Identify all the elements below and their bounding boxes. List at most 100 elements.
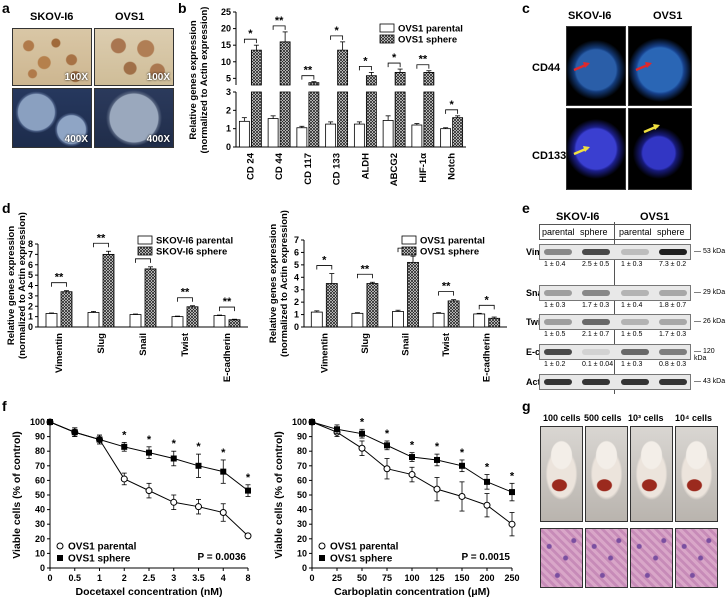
y-tick-label: 30 — [297, 519, 307, 529]
significance-label: ** — [275, 15, 284, 27]
significance-label: * — [221, 447, 226, 459]
y-tick-label: 6 — [294, 247, 299, 257]
legend-label: OVS1 sphere — [398, 35, 457, 46]
x-tick-label: 100 — [404, 573, 419, 583]
significance-label: * — [485, 294, 490, 306]
significance-bracket — [301, 75, 315, 80]
blot-strip — [539, 314, 691, 330]
bar-lower-segment — [365, 91, 377, 148]
panel-a-label-skov: SKOV-I6 — [30, 11, 74, 23]
y-tick-label: 7 — [294, 235, 299, 245]
data-point-filled — [220, 468, 227, 475]
x-tick-label: 2.5 — [143, 573, 156, 583]
data-point-open — [170, 498, 178, 506]
x-tick-label: 4 — [221, 573, 226, 583]
y-tick-label: 90 — [35, 432, 45, 442]
ovs1-cd44-fluorescence — [628, 26, 692, 106]
legend-marker-filled — [57, 555, 63, 561]
quantification-value: 1.7 ± 0.3 — [659, 331, 687, 338]
quantification-value: 1.8 ± 0.7 — [659, 302, 687, 309]
y-tick-label: 2 — [28, 301, 33, 311]
bar — [213, 315, 226, 328]
significance-label: ** — [304, 65, 313, 77]
data-point-open — [120, 475, 128, 483]
data-point-open — [383, 465, 391, 473]
cell-count-label: 100 cells — [543, 413, 581, 423]
data-point-open — [195, 503, 202, 511]
bar-upper-segment — [308, 82, 320, 86]
y-tick-label: 4 — [28, 281, 33, 291]
bar — [186, 306, 199, 328]
x-tick-label: Notch — [447, 153, 458, 180]
x-tick-label: Slug — [96, 333, 107, 354]
skov-sphere-photo-400x: 400X — [12, 88, 92, 148]
tumor-histology-image — [675, 528, 718, 588]
x-tick-label: 0 — [309, 573, 314, 583]
blot-band — [621, 290, 649, 296]
y-tick-label: 20 — [221, 24, 231, 34]
blot-band — [544, 249, 572, 255]
panel-e-label-skov: SKOV-I6 — [556, 211, 600, 223]
x-tick-label: CD 117 — [303, 153, 314, 185]
y-tick-label: 0 — [28, 322, 33, 332]
blot-strip — [539, 285, 691, 301]
quantification-value: 1 ± 0.4 — [621, 302, 643, 309]
bar-upper-segment — [250, 49, 262, 86]
y-tick-label: 1 — [28, 312, 33, 322]
bar — [488, 317, 501, 328]
x-tick-label: 0.5 — [68, 573, 81, 583]
y-tick-label: 60 — [35, 475, 45, 485]
y-tick-label: 25 — [221, 7, 231, 17]
quantification-value: 1 ± 0.3 — [544, 302, 566, 309]
y-tick-label: 40 — [35, 505, 45, 515]
legend-label: OVS1 parental — [398, 24, 463, 35]
bar — [353, 123, 365, 148]
blot-band — [582, 290, 610, 296]
significance-bracket — [177, 297, 193, 302]
y-tick-label: 0 — [302, 563, 307, 573]
significance-bracket — [445, 109, 459, 114]
x-tick-label: 8 — [245, 573, 250, 583]
significance-bracket — [330, 35, 344, 40]
bar-upper-segment — [423, 71, 435, 86]
panel-letter-d: d — [2, 200, 11, 216]
significance-label: ** — [181, 287, 190, 299]
xenograft-mouse-photo — [585, 426, 628, 522]
cell-count-label: 500 cells — [584, 413, 622, 423]
y-tick-label: 0 — [226, 142, 231, 152]
significance-label: * — [246, 472, 251, 484]
significance-label: ** — [55, 272, 64, 284]
y-tick-label: 3 — [294, 285, 299, 295]
significance-bracket — [478, 304, 495, 310]
blot-band — [659, 349, 687, 355]
quantification-value: 1 ± 0.3 — [621, 261, 643, 268]
x-tick-label: 200 — [479, 573, 494, 583]
kda-label: — 29 kDa — [694, 289, 726, 296]
bar — [60, 291, 73, 328]
data-point-filled — [384, 442, 390, 449]
blot-band — [544, 379, 572, 385]
kda-label: — 43 kDa — [694, 378, 726, 385]
blot-strip — [539, 244, 691, 260]
data-point-filled — [484, 478, 490, 485]
significance-label: * — [334, 25, 339, 37]
y-axis-label: Viable cells (% of control) — [273, 431, 285, 559]
y-tick-label: 1 — [226, 124, 231, 134]
x-tick-label: 3 — [171, 573, 176, 583]
bar — [392, 311, 404, 328]
lane-label: parental — [619, 227, 652, 237]
y-tick-label: 20 — [35, 534, 45, 544]
blot-band — [582, 319, 610, 325]
bar — [87, 312, 100, 328]
bar — [325, 123, 337, 148]
quantification-value: 1.7 ± 0.3 — [582, 302, 610, 309]
significance-label: * — [363, 55, 368, 67]
significance-bracket — [272, 25, 286, 30]
bar — [102, 253, 115, 328]
cell-count-label: 10³ cells — [628, 413, 664, 423]
data-point-filled — [245, 487, 251, 494]
lane-divider — [614, 222, 615, 394]
blot-band — [659, 290, 687, 296]
significance-bracket — [387, 62, 401, 68]
quantification-value: 1 ± 0.2 — [544, 361, 566, 368]
